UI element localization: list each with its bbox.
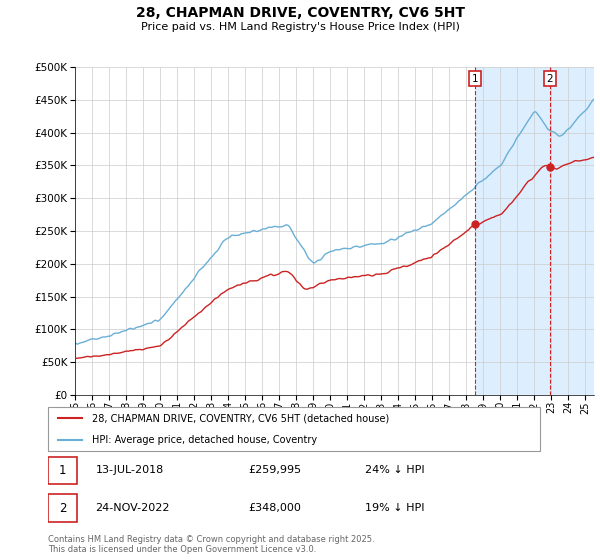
Text: 1: 1 <box>59 464 66 477</box>
Text: £348,000: £348,000 <box>248 503 302 513</box>
FancyBboxPatch shape <box>48 494 77 522</box>
FancyBboxPatch shape <box>48 456 77 484</box>
Bar <box>475 67 594 395</box>
Text: 2: 2 <box>59 502 66 515</box>
FancyBboxPatch shape <box>48 407 540 451</box>
Text: 19% ↓ HPI: 19% ↓ HPI <box>365 503 424 513</box>
Text: 2: 2 <box>547 74 553 84</box>
Text: 13-JUL-2018: 13-JUL-2018 <box>95 465 164 475</box>
Text: Contains HM Land Registry data © Crown copyright and database right 2025.
This d: Contains HM Land Registry data © Crown c… <box>48 535 374 554</box>
Text: HPI: Average price, detached house, Coventry: HPI: Average price, detached house, Cove… <box>92 435 317 445</box>
Text: 28, CHAPMAN DRIVE, COVENTRY, CV6 5HT: 28, CHAPMAN DRIVE, COVENTRY, CV6 5HT <box>136 6 464 20</box>
Text: 24% ↓ HPI: 24% ↓ HPI <box>365 465 424 475</box>
Text: Price paid vs. HM Land Registry's House Price Index (HPI): Price paid vs. HM Land Registry's House … <box>140 22 460 32</box>
Text: 24-NOV-2022: 24-NOV-2022 <box>95 503 170 513</box>
Text: £259,995: £259,995 <box>248 465 302 475</box>
Text: 1: 1 <box>472 74 479 84</box>
Text: 28, CHAPMAN DRIVE, COVENTRY, CV6 5HT (detached house): 28, CHAPMAN DRIVE, COVENTRY, CV6 5HT (de… <box>92 413 389 423</box>
